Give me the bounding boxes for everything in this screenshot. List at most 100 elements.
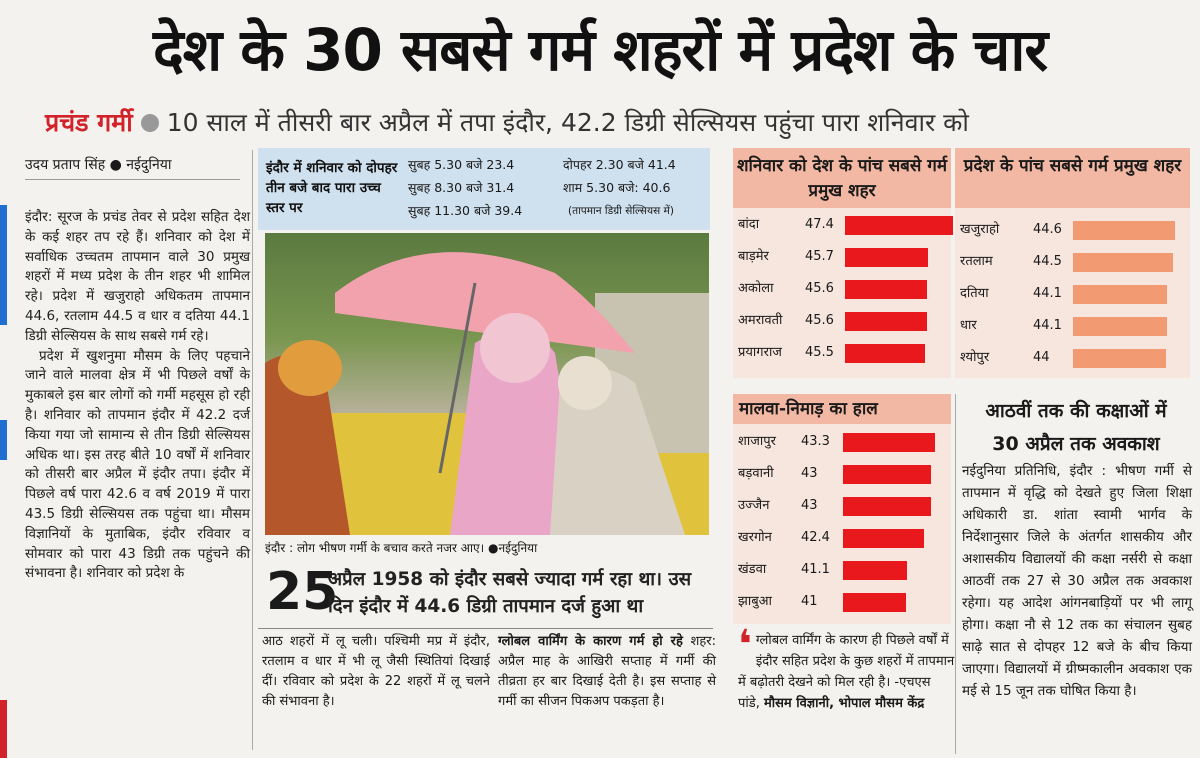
city-label: बाड़मेर [738,249,769,264]
bar [1073,221,1175,240]
national-hot-cities-chart: बांदा 47.4 बाड़मेर 45.7 अकोला 45.6 अमरावती 45.6… [733,208,953,378]
chart-row: बड़वानी 43 [733,462,951,486]
city-label: प्रयागराज [738,345,782,360]
data-label: 43 [801,498,818,513]
city-label: उज्जैन [738,498,770,513]
column-text: शहर: अप्रैल माह के आखिरी सप्ताह में गर्म… [498,634,716,709]
school-head-line1: आठवीं तक की कक्षाओं में [985,400,1167,422]
data-label: 45.5 [805,345,834,360]
bar [1073,253,1174,272]
chart-row: बांदा 47.4 [733,213,953,237]
data-label: 41.1 [801,562,830,577]
temp-reading: दोपहर 2.30 बजे 41.4 [563,157,676,172]
chart-row: अकोला 45.6 [733,277,951,301]
article-paragraph: इंदौर: सूरज के प्रचंड तेवर से प्रदेश सहि… [25,209,250,344]
data-label: 42.4 [801,530,830,545]
chart-title-malwa: मालवा-निमाड़ का हाल [733,394,951,424]
city-label: बड़वानी [738,466,774,481]
data-label: 44.6 [1033,222,1062,237]
temperature-box: इंदौर में शनिवार को दोपहर तीन बजे बाद पा… [258,148,710,230]
city-label: खंडवा [738,562,767,577]
edge-bar [0,700,7,758]
chart-row: झाबुआ 41 [733,590,951,614]
temp-reading: शाम 5.30 बजे: 40.6 [563,180,671,195]
temp-reading: सुबह 11.30 बजे 39.4 [408,203,523,218]
subhead-text: 10 साल में तीसरी बार अप्रैल में तपा इंदौ… [166,108,969,137]
data-label: 44.1 [1033,318,1062,333]
city-label: दतिया [960,286,989,301]
city-label: अकोला [738,281,774,296]
chart-row: बाड़मेर 45.7 [733,245,951,269]
bar [1073,317,1168,336]
chart-row: प्रयागराज 45.5 [733,341,951,365]
bar [845,248,929,267]
chart-row: अमरावती 45.6 [733,309,951,333]
school-head-line2: 30 अप्रैल तक अवकाश [992,433,1160,455]
news-photo [265,233,709,535]
bar [845,216,953,235]
chart-row: दतिया 44.1 [955,282,1190,306]
temp-reading: सुबह 5.30 बजे 23.4 [408,157,515,172]
chart-row: खंडवा 41.1 [733,558,951,582]
edge-bar [0,420,7,460]
edge-bar [0,205,7,325]
umbrella-photo-illustration [265,252,709,535]
left-article: इंदौर: सूरज के प्रचंड तेवर से प्रदेश सहि… [25,208,250,584]
bullet-icon [140,114,159,132]
data-label: 47.4 [805,217,834,232]
city-label: बांदा [738,217,760,232]
chart-row: खरगोन 42.4 [733,526,951,550]
city-label: श्योपुर [960,350,990,365]
photo-caption: इंदौर : लोग भीषण गर्मी के बचाव करते नजर … [265,541,538,555]
bar [843,529,924,548]
fact-text: अप्रैल 1958 को इंदौर सबसे ज्यादा गर्म रह… [328,569,692,617]
kicker: प्रचंड गर्मी [45,108,133,137]
chart-row: श्योपुर 44 [955,346,1190,370]
chart-title-national: शनिवार को देश के पांच सबसे गर्म प्रमुख श… [733,148,951,208]
quote-text: ग्लोबल वार्मिंग के कारण ही पिछले वर्षों … [738,633,955,711]
data-label: 44.5 [1033,254,1062,269]
malwa-nimar-chart: शाजापुर 43.3 बड़वानी 43 उज्जैन 43 खरगोन 42.4 खंड… [733,424,951,624]
bar [845,344,926,363]
city-label: अमरावती [738,313,783,328]
data-label: 45.7 [805,249,834,264]
chart-row: उज्जैन 43 [733,494,951,518]
chart-title-state: प्रदेश के पांच सबसे गर्म प्रमुख शहर [955,148,1190,208]
column-head: ग्लोबल वार्मिंग के कारण गर्म हो रहे [498,634,683,649]
temperature-lead: इंदौर में शनिवार को दोपहर तीन बजे बाद पा… [266,160,398,216]
article-paragraph: प्रदेश में खुशनुमा मौसम के लिए पहचाने जा… [25,347,250,582]
city-label: शाजापुर [738,434,776,449]
bar [843,593,906,612]
headline: देश के 30 सबसे गर्म शहरों में प्रदेश के … [152,16,1048,84]
chart-row: धार 44.1 [955,314,1190,338]
temp-reading: सुबह 8.30 बजे 31.4 [408,180,515,195]
city-label: रतलाम [960,254,993,269]
data-label: 44 [1033,350,1050,365]
bar [843,465,932,484]
bar [845,312,927,331]
school-article: नईदुनिया प्रतिनिधि, इंदौर : भीषण गर्मी स… [962,463,1192,699]
bar [1073,285,1168,304]
bar [843,497,932,516]
school-headline: आठवीं तक की कक्षाओं में 30 अप्रैल तक अवका… [960,395,1192,461]
bar [845,280,927,299]
expert-quote: ❛ ग्लोबल वार्मिंग के कारण ही पिछले वर्षों… [738,622,956,714]
city-label: खरगोन [738,530,772,545]
chart-row: रतलाम 44.5 [955,250,1190,274]
chart-row: शाजापुर 43.3 [733,430,951,454]
bar [843,561,908,580]
data-label: 45.6 [805,281,834,296]
bar [843,433,935,452]
quote-icon: ❛ [738,622,752,668]
data-label: 44.1 [1033,286,1062,301]
data-label: 43 [801,466,818,481]
chart-row: खजुराहो 44.6 [955,218,1190,242]
article-column: ग्लोबल वार्मिंग के कारण गर्म हो रहे शहर:… [498,632,716,712]
data-label: 41 [801,594,818,609]
quote-author: मौसम विज्ञानी, भोपाल मौसम केंद्र [763,696,925,711]
divider [955,394,956,754]
data-label: 45.6 [805,313,834,328]
byline: उदय प्रताप सिंह ● नईदुनिया [25,150,240,180]
subhead: प्रचंड गर्मी 10 साल में तीसरी बार अप्रैल … [45,100,969,146]
fact-number: 25 [266,562,339,622]
